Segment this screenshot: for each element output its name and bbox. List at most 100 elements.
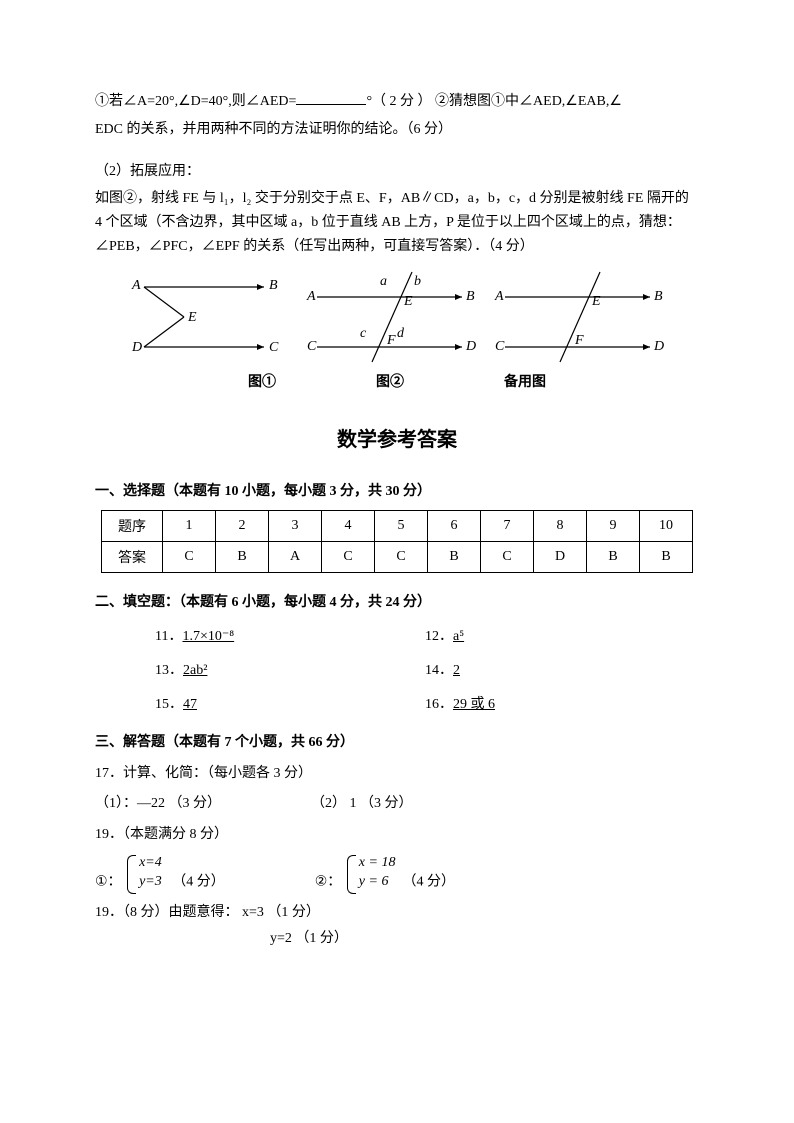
ans-hdr-cell: 答案 (102, 541, 163, 572)
num-cell: 7 (481, 510, 534, 541)
ext-hdr: （2）拓展应用： (95, 160, 699, 184)
num-cell: 6 (428, 510, 481, 541)
svg-text:a: a (380, 274, 387, 289)
fig-label-3: 备用图 (504, 371, 546, 391)
num-cell: 3 (269, 510, 322, 541)
q19-head: 19．（本题满分 8 分） (95, 822, 699, 849)
blank-aed (296, 90, 366, 105)
fill-num: 15． (155, 697, 183, 712)
table-row: 题序 1 2 3 4 5 6 7 8 9 10 (102, 510, 693, 541)
fill-item: 16．29 或 6 (425, 693, 695, 713)
svg-text:d: d (397, 326, 405, 341)
num-cell: 1 (163, 510, 216, 541)
q17-a: （1）：—22 （3 分） (95, 791, 221, 818)
svg-text:A: A (131, 278, 141, 293)
fill-item: 11．1.7×10⁻⁸ (155, 625, 425, 645)
svg-text:A: A (306, 289, 316, 304)
q-line1-post: °（ 2 分 ） ②猜想图①中∠AED,∠EAB,∠ (366, 94, 621, 109)
svg-text:A: A (494, 289, 504, 304)
table-row: 答案 C B A C C B C D B B (102, 541, 693, 572)
svg-text:E: E (187, 310, 197, 325)
ans-cell: B (216, 541, 269, 572)
ans-cell: B (428, 541, 481, 572)
svg-text:c: c (360, 326, 367, 341)
figure-labels: 图① 图② 备用图 (95, 371, 699, 391)
q17-b: （2） 1 （3 分） (311, 791, 413, 818)
q19-1: ①： x=4 y=3 （4 分） (95, 853, 225, 896)
q17: 17．计算、化简：（每小题各 3 分） (95, 761, 699, 788)
q-line1-pre: ①若∠A=20°,∠D=40°,则∠AED= (95, 94, 296, 109)
answer-title: 数学参考答案 (95, 423, 699, 452)
q19-b: 19．（8 分）由题意得： x=3 （1 分） (95, 900, 699, 927)
num-cell: 2 (216, 510, 269, 541)
fill-value: 29 或 6 (453, 697, 495, 712)
fig-label-2: 图② (376, 371, 404, 391)
fill-item: 13．2ab² (155, 659, 425, 679)
fill-num: 14． (425, 663, 453, 678)
ans-cell: A (269, 541, 322, 572)
num-cell: 8 (534, 510, 587, 541)
svg-text:B: B (269, 278, 278, 293)
svg-text:C: C (495, 339, 505, 354)
ans-cell: C (163, 541, 216, 572)
q19-2: ②： x = 18 y = 6 （4 分） (315, 853, 455, 896)
num-cell: 10 (640, 510, 693, 541)
row-hdr-cell: 题序 (102, 510, 163, 541)
ext-body: 如图②，射线 FE 与 l₁，l₂ 交于分别交于点 E、F，AB∥CD，a，b，… (95, 187, 699, 258)
fill-item: 12．a⁵ (425, 625, 695, 645)
q19-1-x: x=4 (139, 855, 162, 870)
svg-text:b: b (414, 274, 421, 289)
svg-text:E: E (591, 294, 601, 309)
q19-row: ①： x=4 y=3 （4 分） ②： x = 18 y = 6 (95, 853, 699, 896)
sec1-hdr: 一、选择题（本题有 10 小题，每小题 3 分，共 30 分） (95, 480, 699, 500)
figure-2: A B C D E F a b c d (302, 267, 482, 367)
fill-item: 15．47 (155, 693, 425, 713)
sec2-hdr: 二、填空题：（本题有 6 小题，每小题 4 分，共 24 分） (95, 591, 699, 611)
fill-grid: 11．1.7×10⁻⁸ 12．a⁵ 13．2ab² 14．2 15．47 16．… (155, 625, 699, 713)
fig-label-1: 图① (248, 371, 276, 391)
ans-cell: C (322, 541, 375, 572)
q19-2-pts: （4 分） (402, 874, 455, 889)
fill-num: 16． (425, 697, 453, 712)
q19-2-x: x = 18 (359, 855, 396, 870)
svg-text:C: C (307, 339, 317, 354)
num-cell: 4 (322, 510, 375, 541)
svg-text:B: B (466, 289, 475, 304)
fill-value: 2ab² (183, 663, 207, 678)
ans-cell: D (534, 541, 587, 572)
q-line2: EDC 的关系，并用两种不同的方法证明你的结论。（6 分） (95, 118, 699, 142)
num-cell: 5 (375, 510, 428, 541)
svg-text:C: C (269, 340, 279, 355)
svg-text:F: F (386, 333, 396, 348)
ans-cell: C (375, 541, 428, 572)
solve-block: 17．计算、化简：（每小题各 3 分） （1）：—22 （3 分） （2） 1 … (95, 761, 699, 953)
page-root: ①若∠A=20°,∠D=40°,则∠AED= °（ 2 分 ） ②猜想图①中∠AE… (0, 0, 794, 1123)
q19-1-pts: （4 分） (172, 874, 225, 889)
q19-1-y: y=3 (139, 874, 162, 889)
figure-row: A B D C E A B C D E F a b c d (95, 267, 699, 367)
svg-text:B: B (654, 289, 663, 304)
answer-table: 题序 1 2 3 4 5 6 7 8 9 10 答案 C B A C C B C… (101, 510, 693, 573)
svg-text:F: F (574, 333, 584, 348)
ans-cell: B (640, 541, 693, 572)
brace-1: x=4 y=3 (125, 853, 162, 896)
fill-num: 13． (155, 663, 183, 678)
q19-c: y=2 （1 分） (95, 926, 699, 953)
fill-value: 47 (183, 697, 197, 712)
fill-num: 11． (155, 629, 182, 644)
svg-text:D: D (465, 339, 476, 354)
q19-2-lbl: ②： (315, 874, 342, 889)
brace-2: x = 18 y = 6 (345, 853, 396, 896)
fill-item: 14．2 (425, 659, 695, 679)
num-cell: 9 (587, 510, 640, 541)
fill-num: 12． (425, 629, 453, 644)
svg-text:D: D (131, 340, 142, 355)
svg-text:E: E (403, 294, 413, 309)
q19-1-lbl: ①： (95, 874, 122, 889)
figure-3: A B C D E F (490, 267, 670, 367)
fill-value: 2 (453, 663, 460, 678)
figure-1: A B D C E (124, 267, 294, 367)
q17-row: （1）：—22 （3 分） （2） 1 （3 分） (95, 791, 699, 818)
svg-text:D: D (653, 339, 664, 354)
ans-cell: C (481, 541, 534, 572)
